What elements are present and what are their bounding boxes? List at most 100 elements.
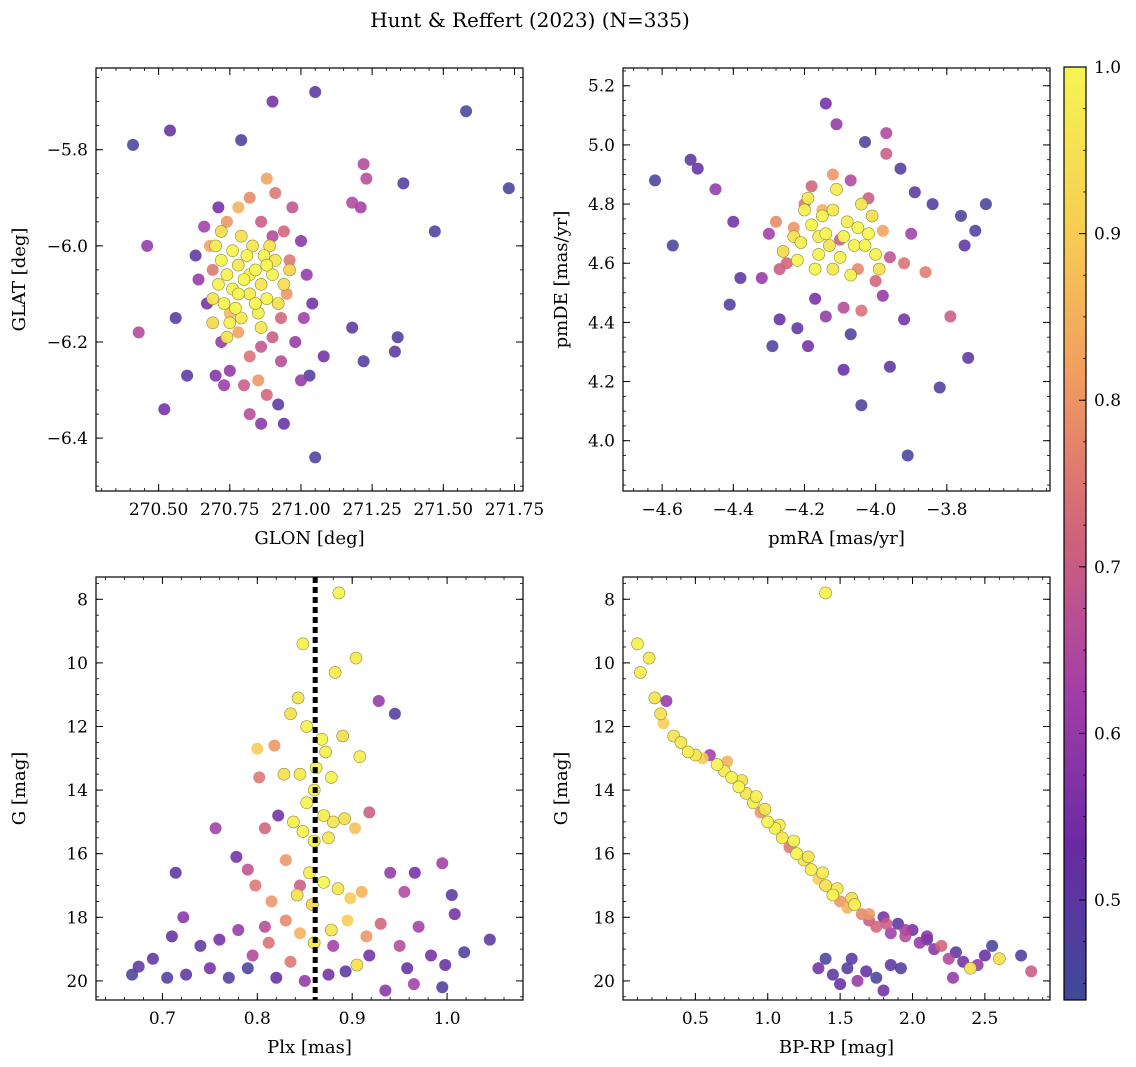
data-point: [858, 239, 872, 252]
data-point: [460, 105, 473, 118]
data-point: [801, 850, 815, 864]
data-point: [263, 239, 276, 253]
data-point: [249, 263, 262, 277]
data-point: [243, 408, 256, 421]
data-point: [823, 239, 836, 252]
data-point: [286, 201, 299, 214]
x-axis-label: Plx [mas]: [267, 1037, 352, 1058]
data-point: [412, 920, 425, 933]
x-tick-label: 2.5: [971, 1009, 998, 1029]
data-point: [815, 209, 829, 223]
y-tick-label: 5.2: [588, 77, 615, 97]
data-point: [1025, 965, 1038, 978]
data-point: [986, 939, 999, 952]
data-point: [296, 637, 310, 651]
data-point: [283, 254, 296, 267]
data-point: [780, 257, 793, 270]
data-point: [894, 962, 907, 975]
data-point: [732, 780, 746, 794]
data-point: [158, 403, 171, 416]
y-tick-label: 14: [66, 781, 88, 801]
data-point: [863, 908, 876, 921]
y-tick-label: 10: [66, 654, 88, 674]
data-point: [388, 707, 401, 720]
data-point: [291, 691, 305, 705]
data-point: [232, 201, 245, 214]
axes-frame: [95, 576, 524, 1001]
data-point: [634, 666, 647, 679]
data-point: [277, 277, 291, 291]
data-point: [240, 249, 254, 262]
data-point: [869, 248, 882, 261]
data-point: [271, 297, 285, 310]
data-point: [283, 263, 296, 277]
data-point: [391, 331, 404, 344]
data-point: [770, 215, 782, 228]
data-point: [339, 965, 352, 978]
scatter-points: [631, 586, 1038, 997]
data-point: [194, 939, 207, 952]
data-point: [384, 866, 397, 879]
data-point: [666, 239, 679, 252]
data-point: [654, 707, 667, 721]
colorbar-tick-label: 1.0: [1094, 58, 1121, 78]
data-point: [243, 350, 256, 363]
y-tick-label: −6.2: [47, 333, 88, 353]
data-point: [445, 889, 458, 901]
y-tick-label: 12: [66, 717, 88, 737]
data-point: [905, 227, 918, 240]
data-point: [755, 272, 768, 284]
x-tick-label: 1.0: [434, 1009, 461, 1029]
data-point: [317, 809, 331, 822]
data-point: [884, 959, 897, 971]
data-point: [844, 268, 858, 282]
data-point: [234, 229, 248, 243]
data-point: [215, 253, 228, 267]
panel-parallax-mag: 0.7 0.8 0.9 1.0 8 10 12 14 16 18 20 Plx [mas] G [mag…: [9, 576, 524, 1058]
data-point: [397, 177, 410, 190]
data-point: [933, 381, 946, 394]
y-tick-label: 16: [66, 845, 88, 865]
data-point: [790, 847, 804, 861]
data-point: [266, 95, 279, 108]
data-point: [260, 292, 274, 306]
data-point: [969, 224, 982, 237]
data-point: [217, 297, 231, 310]
data-point: [870, 920, 883, 933]
data-point: [294, 879, 306, 892]
scatter-points: [649, 97, 992, 462]
data-point: [206, 316, 219, 330]
data-point: [297, 312, 310, 324]
y-tick-label: 20: [66, 972, 88, 992]
data-point: [344, 892, 357, 905]
data-point: [865, 209, 879, 223]
data-point: [880, 917, 893, 930]
data-point: [721, 755, 734, 768]
data-point: [235, 134, 248, 147]
data-point: [319, 745, 332, 759]
data-point: [851, 221, 865, 234]
data-point: [230, 850, 243, 863]
data-point: [870, 971, 883, 984]
data-point: [249, 879, 262, 892]
data-point: [819, 586, 832, 600]
data-point: [215, 225, 228, 238]
data-point: [249, 297, 262, 310]
data-point: [502, 182, 515, 195]
data-point: [841, 962, 854, 975]
data-point: [819, 952, 832, 965]
panel-color-mag: 0.5 1.0 1.5 2.0 2.5 8 10 12 14 16 18 20 BP-RP [mag] G…: [551, 576, 1051, 1058]
y-axis-label: G [mag]: [551, 752, 572, 825]
data-point: [223, 364, 236, 377]
data-point: [353, 750, 367, 764]
data-point: [220, 268, 234, 282]
data-point: [804, 863, 818, 876]
x-axis-label: BP-RP [mag]: [779, 1037, 894, 1058]
data-point: [336, 729, 350, 743]
data-point: [898, 257, 911, 270]
data-point: [209, 822, 222, 835]
panel-proper-motion: −4.6 −4.4 −4.2 −4.0 −3.8 4.0 4.2 4.4 4.6 4.8 5.0 5.…: [551, 67, 1051, 549]
data-point: [220, 330, 234, 344]
data-point: [776, 245, 790, 258]
